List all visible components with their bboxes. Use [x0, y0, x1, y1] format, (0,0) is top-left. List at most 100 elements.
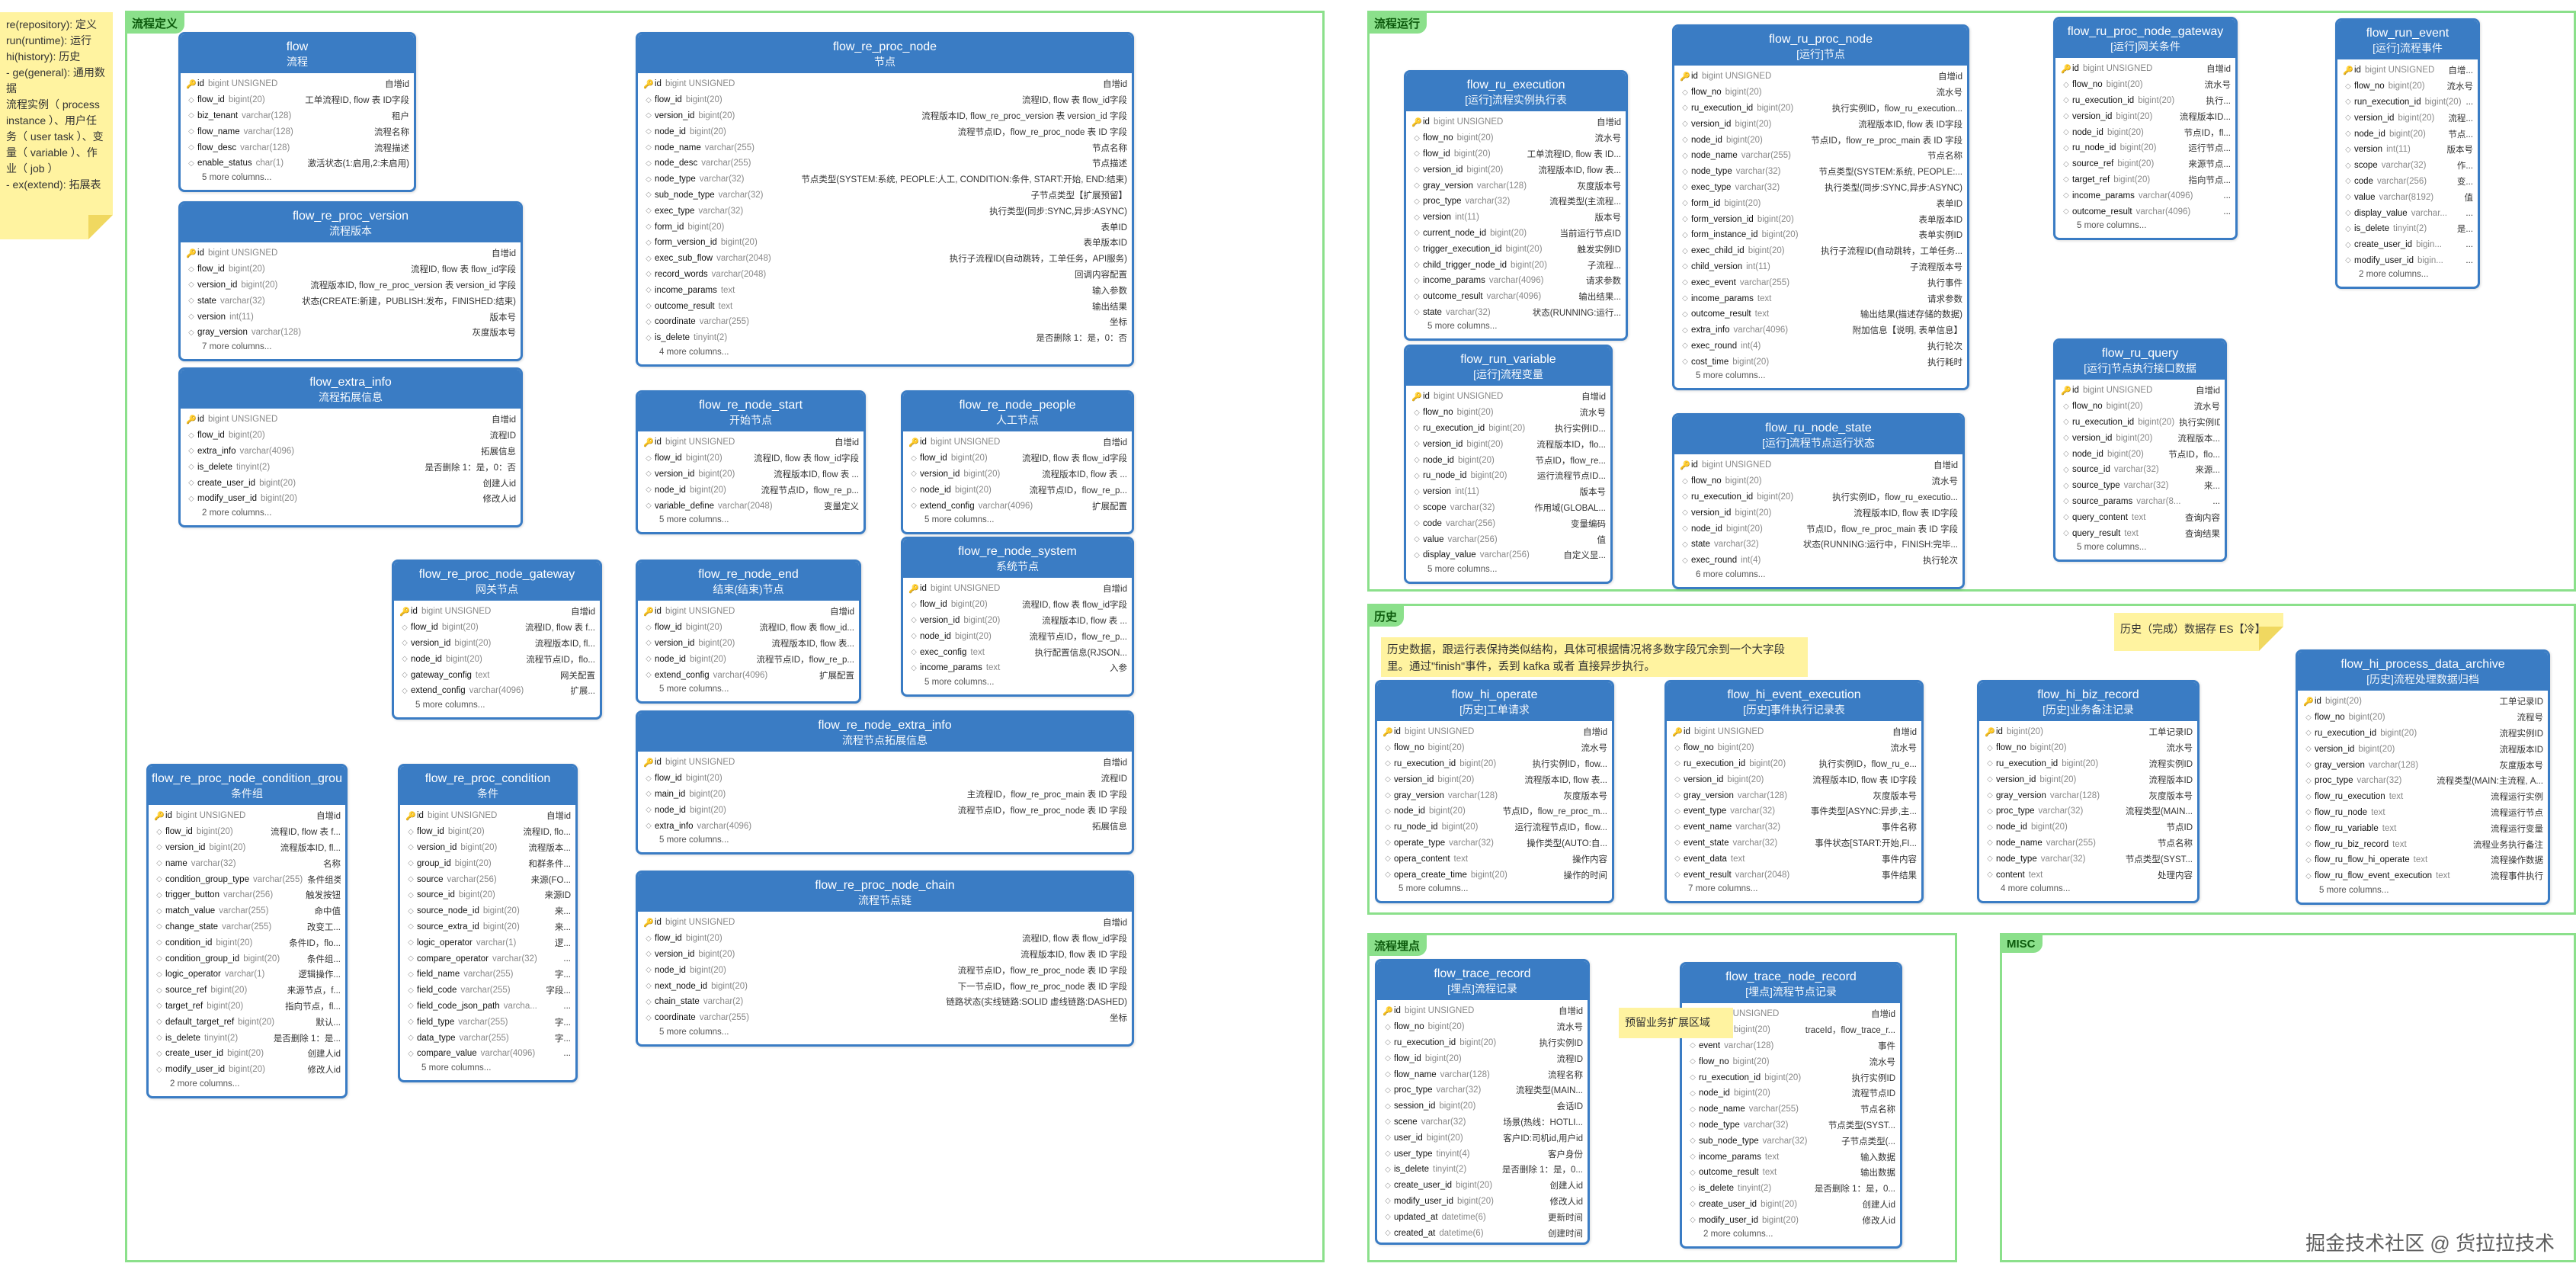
table-field-row[interactable]: ◇ form_instance_id bigint(20) 表单实例ID: [1674, 227, 1967, 243]
table-flow-hi-process-data-archive[interactable]: flow_hi_process_data_archive [历史]流程处理数据归档…: [2296, 649, 2550, 905]
table-field-row[interactable]: ◇ ru_execution_id bigint(20) 执行实例ID: [1377, 1035, 1588, 1051]
table-field-row[interactable]: ◇ current_node_id bigint(20) 当前运行节点ID: [1406, 226, 1626, 242]
more-columns-link[interactable]: 5 more columns...: [659, 515, 729, 524]
table-field-row[interactable]: ◇ flow_ru_execution text 流程运行实例: [2298, 789, 2548, 805]
table-field-row[interactable]: ◇ node_id bigint(20) 节点ID，flow_re_proc_main…: [1674, 132, 1967, 148]
table-field-row[interactable]: ◇ modify_user_id bigint(20) 修改人id: [1377, 1194, 1588, 1210]
table-field-row[interactable]: ◇ flow_ru_flow_event_execution text 流程事件执行: [2298, 868, 2548, 884]
table-field-row[interactable]: ◇ create_user_id bigint(20) 创建人id: [1682, 1197, 1900, 1213]
table-field-row[interactable]: ◇ outcome_result varchar(4096)...: [2055, 204, 2235, 220]
table-field-row[interactable]: ◇ trigger_execution_id bigint(20) 触发实例ID: [1406, 241, 1626, 257]
table-field-row[interactable]: ◇ gray_version varchar(128) 灰度版本号: [181, 325, 521, 341]
table-field-row[interactable]: ◇ node_id bigint(20) 流程节点ID: [1682, 1085, 1900, 1101]
table-field-row[interactable]: ◇ version_id bigint(20) 流程版本...: [400, 840, 575, 856]
table-field-row[interactable]: ◇ node_name varchar(255) 节点名称: [1979, 835, 2197, 851]
table-flow-ru-proc-node-gateway[interactable]: flow_ru_proc_node_gateway [运行]网关条件 🔑 id bigi…: [2053, 17, 2238, 240]
table-field-row[interactable]: ◇ modify_user_id bigint(20) 修改人id: [181, 491, 521, 507]
table-field-row[interactable]: ◇ code varchar(256) 变量编码: [1406, 515, 1610, 531]
table-header[interactable]: flow_ru_node_state [运行]流程节点运行状态: [1674, 415, 1962, 454]
table-field-row[interactable]: ◇ ru_execution_id bigint(20) 执行实例ID，flow_ru…: [1667, 756, 1921, 772]
table-field-row[interactable]: ◇ version_id bigint(20) 流程...: [2337, 110, 2478, 126]
more-columns-link[interactable]: 6 more columns...: [1696, 569, 1766, 579]
table-field-row[interactable]: ◇ code varchar(256) 变...: [2337, 174, 2478, 190]
table-field-row[interactable]: ◇ modify_user_id bigin......: [2337, 253, 2478, 269]
table-flow-re-node-people[interactable]: flow_re_node_people 人工节点 🔑 id bigint UNSIGNE…: [901, 390, 1134, 534]
table-field-row[interactable]: ◇ ru_execution_id bigint(20) 执行...: [2055, 93, 2235, 109]
more-columns-link[interactable]: 2 more columns...: [170, 1079, 240, 1089]
table-field-row[interactable]: 🔑 id bigint(20) 工单记录ID: [1979, 724, 2197, 740]
more-columns-link[interactable]: 5 more columns...: [1399, 883, 1469, 893]
table-field-row[interactable]: ◇ is_delete tinyint(2) 是否删除 1：是，0...: [1682, 1181, 1900, 1197]
table-flow-hi-biz-record[interactable]: flow_hi_biz_record [历史]业务备注记录 🔑 id bigint(20…: [1977, 680, 2200, 903]
table-field-row[interactable]: ◇ outcome_result varchar(4096) 输出结果...: [1406, 289, 1626, 305]
more-columns-link[interactable]: 2 more columns...: [202, 508, 272, 518]
table-field-row[interactable]: ◇ flow_ru_flow_hi_operate text 流程操作数据: [2298, 852, 2548, 868]
table-field-row[interactable]: ◇ updated_at datetime(6) 更新时间: [1377, 1209, 1588, 1225]
table-field-row[interactable]: ◇ version_id bigint(20) 流程版本ID, fl...: [149, 840, 345, 856]
table-field-row[interactable]: ◇ node_type varchar(32) 节点类型(SYSTEM:系统, PEO…: [638, 172, 1132, 188]
table-field-row[interactable]: ◇ flow_id bigint(20) 流程ID, flow 表 flow_id字段: [638, 931, 1132, 947]
table-field-row[interactable]: ◇ flow_id bigint(20) 流程ID, flow 表 flow_id字段: [638, 92, 1132, 108]
table-field-row[interactable]: ◇ version_id bigint(20) 流程版本ID, flow_re_pro…: [181, 277, 521, 293]
table-header[interactable]: flow_re_proc_node 节点: [638, 34, 1132, 73]
table-field-row[interactable]: ◇ exec_round int(4) 执行轮次: [1674, 338, 1967, 354]
table-field-row[interactable]: ◇ source_ref bigint(20) 来源节点...: [2055, 156, 2235, 172]
table-field-row[interactable]: ◇ default_target_ref bigint(20) 默认...: [149, 1014, 345, 1030]
table-field-row[interactable]: ◇ is_delete tinyint(2) 是...: [2337, 221, 2478, 237]
table-header[interactable]: flow_re_proc_node_chain 流程节点链: [638, 873, 1132, 912]
table-field-row[interactable]: ◇ flow_ru_biz_record text 流程业务执行备注: [2298, 836, 2548, 852]
table-field-row[interactable]: ◇ version_id bigint(20) 流程版本ID, flow 表 ID字段: [1674, 116, 1967, 132]
table-field-row[interactable]: ◇ flow_no bigint(20) 流水号: [1682, 1053, 1900, 1069]
table-field-row[interactable]: ◇ outcome_result text 输出数据: [1682, 1165, 1900, 1181]
table-field-row[interactable]: ◇ ru_execution_id bigint(20) 流程实例ID: [2298, 726, 2548, 742]
table-field-row[interactable]: ◇ income_params text 输入数据: [1682, 1149, 1900, 1165]
table-header[interactable]: flow_ru_query [运行]节点执行接口数据: [2055, 341, 2225, 380]
more-columns-link[interactable]: 5 more columns...: [2077, 542, 2147, 552]
table-field-row[interactable]: ◇ ru_execution_id bigint(20) 流程实例ID: [1979, 756, 2197, 772]
table-field-row[interactable]: ◇ flow_id bigint(20) 流程ID, flow 表 f...: [149, 824, 345, 840]
table-field-row[interactable]: ◇ income_params varchar(4096) 请求参数: [1406, 273, 1626, 289]
table-field-row[interactable]: ◇ flow_id bigint(20) 工单流程ID, flow 表 ID...: [1406, 146, 1626, 162]
table-field-row[interactable]: ◇ coordinate varchar(255) 坐标: [638, 314, 1132, 330]
table-field-row[interactable]: ◇ version int(11) 版本号: [181, 309, 521, 325]
table-field-row[interactable]: ◇ create_user_id bigin......: [2337, 237, 2478, 253]
table-header[interactable]: flow_hi_operate [历史]工单请求: [1377, 682, 1612, 721]
table-field-row[interactable]: ◇ gray_version varchar(128) 灰度版本号: [2298, 757, 2548, 773]
table-field-row[interactable]: ◇ version_id bigint(20) 流程版本ID: [2298, 741, 2548, 757]
table-field-row[interactable]: ◇ event_data text 事件内容: [1667, 851, 1921, 867]
table-field-row[interactable]: ◇ is_delete tinyint(2) 是否删除 1：是，0...: [1377, 1162, 1588, 1178]
table-header[interactable]: flow_hi_process_data_archive [历史]流程处理数据归档: [2298, 652, 2548, 691]
table-header[interactable]: flow_re_proc_condition 条件: [400, 766, 575, 805]
table-field-row[interactable]: ◇ data_type varchar(255) 字...: [400, 1030, 575, 1046]
table-field-row[interactable]: ◇ flow_id bigint(20) 流程ID, flow 表 flow_id字段: [181, 261, 521, 277]
table-field-row[interactable]: ◇ flow_desc varchar(128) 流程描述: [181, 139, 414, 156]
more-columns-link[interactable]: 5 more columns...: [1427, 322, 1498, 332]
more-columns-link[interactable]: 2 more columns...: [2359, 270, 2429, 280]
more-columns-link[interactable]: 5 more columns...: [1696, 371, 1766, 381]
table-field-row[interactable]: ◇ created_at datetime(6) 创建时间: [1377, 1225, 1588, 1241]
table-field-row[interactable]: ◇ compare_operator varchar(32)...: [400, 951, 575, 967]
table-flow-trace-record[interactable]: flow_trace_record [埋点]流程记录 🔑 id bigint UNSIG…: [1375, 959, 1590, 1245]
table-field-row[interactable]: ◇ flow_no bigint(20) 流水号: [1406, 405, 1610, 421]
table-field-row[interactable]: ◇ version_id bigint(20) 流程版本ID...: [2055, 108, 2235, 124]
table-field-row[interactable]: ◇ gray_version varchar(128) 灰度版本号: [1979, 787, 2197, 803]
table-field-row[interactable]: ◇ state varchar(32) 状态(CREATE:新建，PUBLISH:发布…: [181, 293, 521, 309]
table-header[interactable]: flow_re_node_extra_info 流程节点拓展信息: [638, 713, 1132, 752]
table-field-row[interactable]: ◇ display_value varchar(256) 自定义显...: [1406, 547, 1610, 563]
table-field-row[interactable]: ◇ form_version_id bigint(20) 表单版本ID: [1674, 211, 1967, 227]
table-flow-run-event[interactable]: flow_run_event [运行]流程事件 🔑 id bigint UNSIGNED…: [2335, 18, 2480, 290]
table-header[interactable]: flow_ru_proc_node [运行]节点: [1674, 27, 1967, 66]
table-field-row[interactable]: ◇ exec_event varchar(255) 执行事件: [1674, 274, 1967, 290]
more-columns-link[interactable]: 5 more columns...: [1427, 564, 1498, 574]
more-columns-link[interactable]: 5 more columns...: [659, 684, 729, 694]
